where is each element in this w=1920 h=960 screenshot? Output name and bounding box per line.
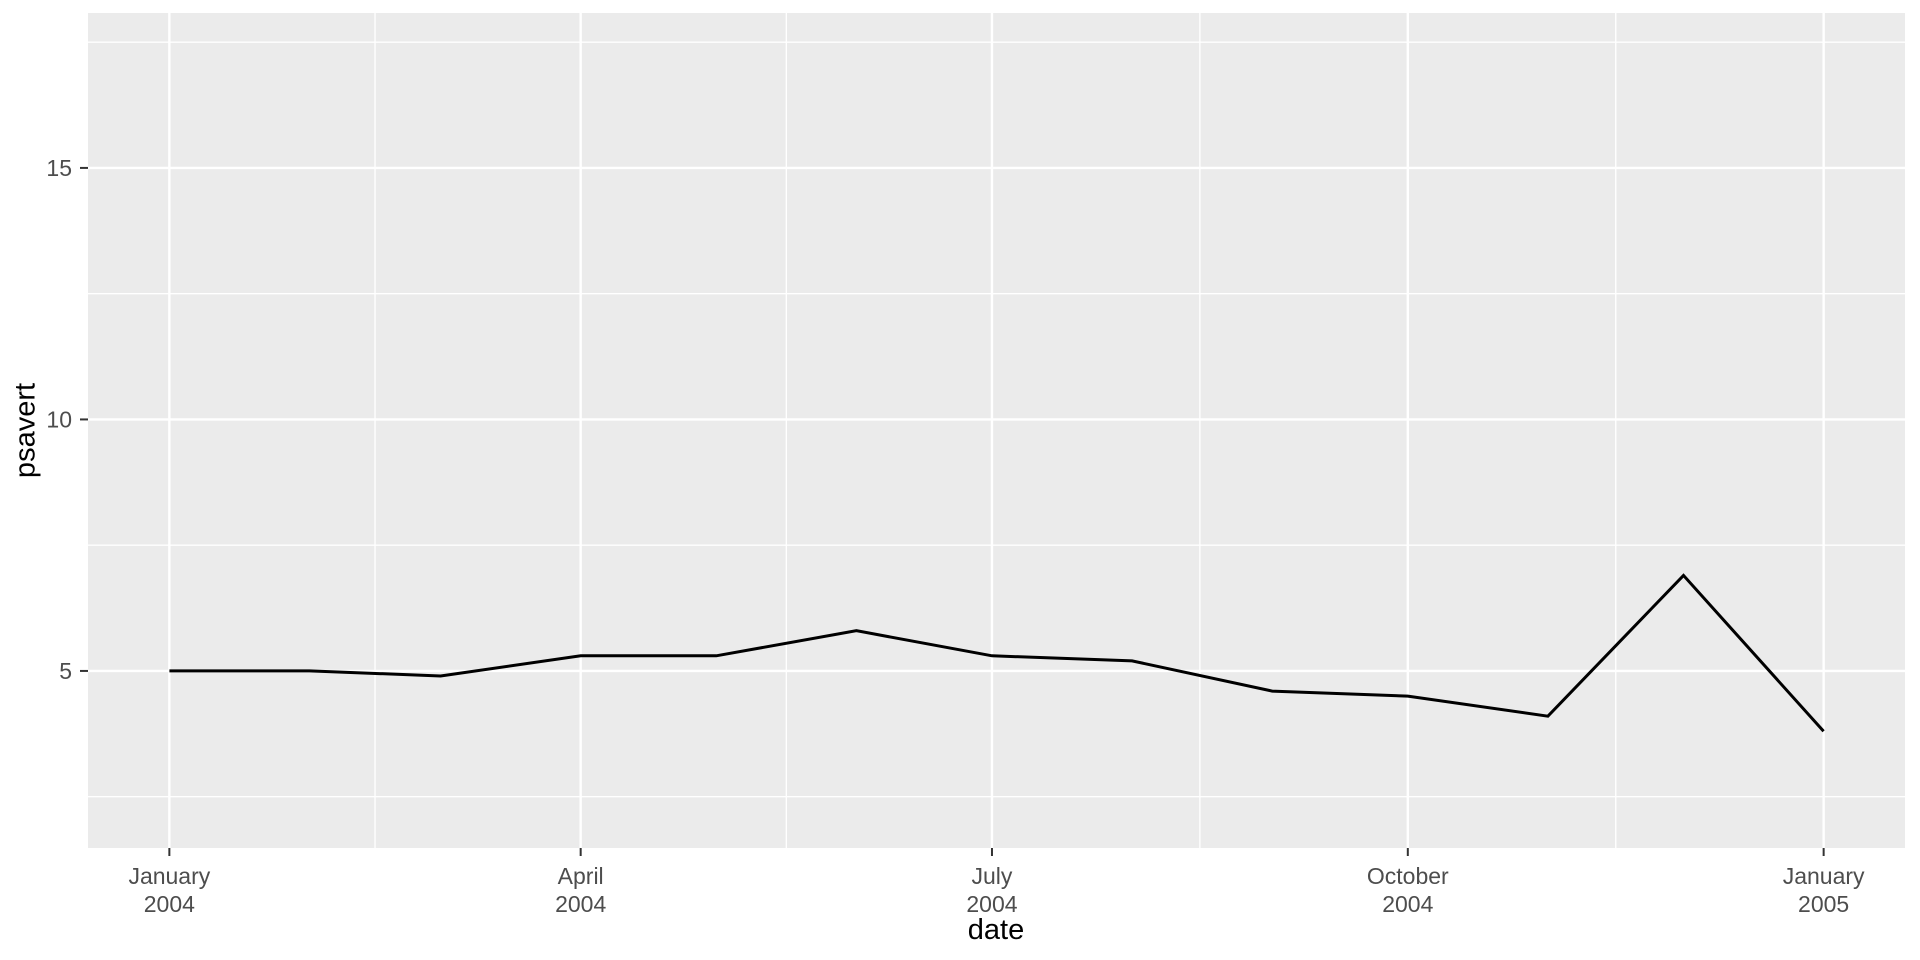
- x-tick-label: April 2004: [555, 863, 606, 917]
- y-tick-label: 15: [46, 155, 72, 181]
- y-tick-label: 10: [46, 406, 72, 432]
- major-gridlines: [88, 13, 1905, 848]
- x-tick-label: January 2004: [128, 863, 210, 917]
- x-axis-tick-labels: January 2004 April 2004 July 2004 October 2004 J…: [128, 863, 1865, 917]
- data-line-psavert: [169, 573, 1825, 733]
- y-axis-tick-labels: 5 10 15: [46, 155, 72, 684]
- y-tick-label: 5: [59, 658, 72, 684]
- minor-gridlines: [88, 13, 1905, 848]
- axis-tick-marks: [80, 166, 1825, 856]
- chart-panel: [88, 13, 1905, 848]
- x-axis-title: date: [967, 914, 1025, 946]
- x-tick-label: January 2005: [1783, 863, 1865, 917]
- x-tick-label: October 2004: [1367, 863, 1449, 917]
- x-tick-label: July 2004: [966, 863, 1017, 917]
- y-axis-title: psavert: [9, 382, 42, 479]
